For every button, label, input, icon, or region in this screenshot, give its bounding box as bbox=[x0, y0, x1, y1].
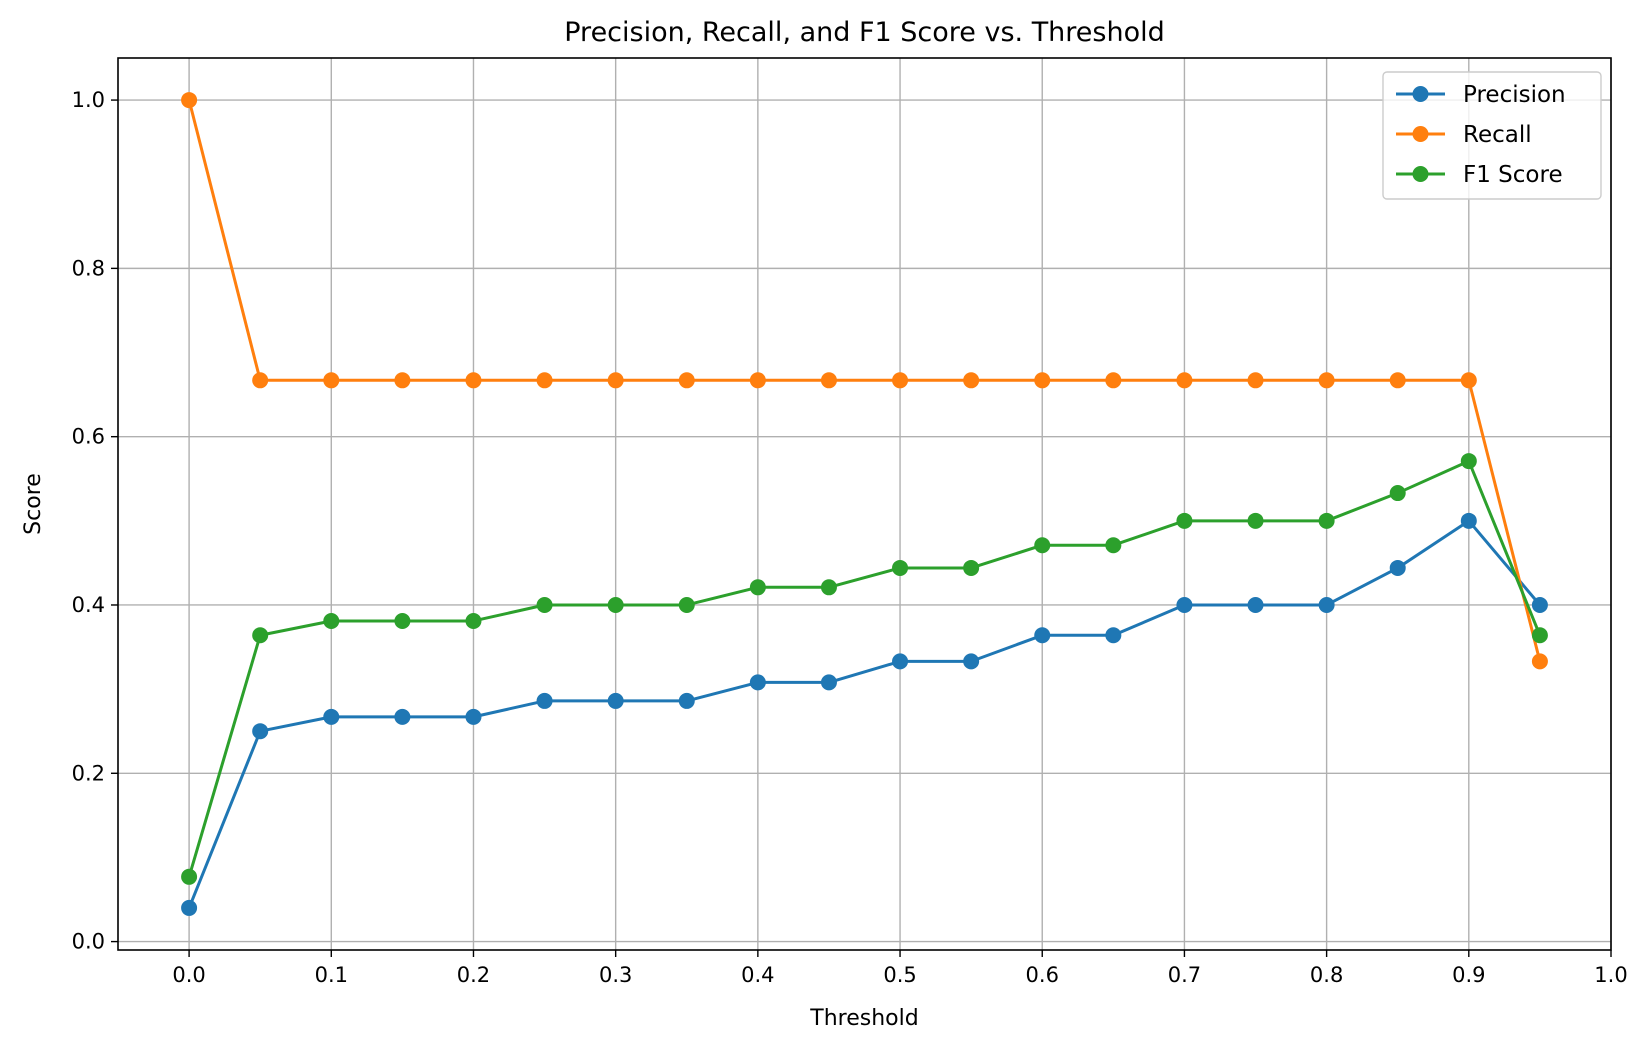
precision-point bbox=[252, 723, 269, 740]
f1-score-point bbox=[678, 596, 695, 613]
x-tick-label: 1.0 bbox=[1594, 963, 1627, 987]
recall-point bbox=[252, 372, 269, 389]
recall-point bbox=[181, 92, 198, 109]
recall-point bbox=[1034, 372, 1051, 389]
y-tick-label: 0.6 bbox=[72, 425, 105, 449]
f1-score-point bbox=[181, 868, 198, 885]
precision-point bbox=[1318, 596, 1335, 613]
recall-point bbox=[465, 372, 482, 389]
x-tick-label: 0.9 bbox=[1452, 963, 1485, 987]
f1-score-point bbox=[465, 612, 482, 629]
y-tick-label: 0.0 bbox=[72, 930, 105, 954]
recall-point bbox=[323, 372, 340, 389]
series-lines bbox=[181, 92, 1548, 916]
y-tick-label: 0.8 bbox=[72, 256, 105, 280]
series-recall bbox=[181, 92, 1548, 670]
precision-point bbox=[749, 674, 766, 691]
f1-score-point bbox=[1247, 512, 1264, 529]
f1-score-point bbox=[820, 579, 837, 596]
recall-point bbox=[1531, 653, 1548, 670]
x-tick-label: 0.0 bbox=[172, 963, 205, 987]
recall-point bbox=[1389, 372, 1406, 389]
f1-score-point bbox=[1034, 537, 1051, 554]
recall-point bbox=[1318, 372, 1335, 389]
legend-marker-precision bbox=[1412, 86, 1429, 102]
precision-point bbox=[536, 692, 553, 709]
axis-ticks: 0.0 0.1 0.2 0.3 0.4 0.5 0.6 0.7 0.8 0.9 1.0 0.0 0.2 0… bbox=[72, 88, 1628, 987]
x-tick-label: 0.2 bbox=[457, 963, 490, 987]
precision-point bbox=[1105, 627, 1122, 644]
recall-point bbox=[892, 372, 909, 389]
precision-point bbox=[1531, 596, 1548, 613]
legend-label-recall: Recall bbox=[1463, 122, 1532, 148]
axes-frame bbox=[117, 57, 1612, 951]
precision-point bbox=[1034, 627, 1051, 644]
x-tick-label: 0.3 bbox=[599, 963, 632, 987]
legend: Precision Recall F1 Score bbox=[1382, 71, 1602, 200]
precision-point bbox=[892, 653, 909, 670]
recall-point bbox=[678, 372, 695, 389]
y-tick-label: 0.2 bbox=[72, 761, 105, 785]
f1-score-point bbox=[1389, 485, 1406, 502]
precision-point bbox=[1247, 596, 1264, 613]
f1-score-point bbox=[892, 559, 909, 576]
x-tick-label: 0.6 bbox=[1026, 963, 1059, 987]
x-tick-label: 0.5 bbox=[883, 963, 916, 987]
recall-point bbox=[1247, 372, 1264, 389]
precision-point bbox=[1460, 512, 1477, 529]
precision-point bbox=[394, 708, 411, 725]
legend-marker-f1-score bbox=[1412, 166, 1429, 182]
precision-point bbox=[963, 653, 980, 670]
recall-point bbox=[749, 372, 766, 389]
legend-marker-recall bbox=[1412, 126, 1429, 142]
f1-score-point bbox=[963, 559, 980, 576]
recall-point bbox=[820, 372, 837, 389]
f1-score-point bbox=[323, 612, 340, 629]
precision-point bbox=[1176, 596, 1193, 613]
precision-point bbox=[181, 899, 198, 916]
precision-point bbox=[820, 674, 837, 691]
x-tick-label: 0.1 bbox=[315, 963, 348, 987]
recall-point bbox=[536, 372, 553, 389]
recall-point bbox=[607, 372, 624, 389]
precision-point bbox=[465, 708, 482, 725]
f1-score-point bbox=[1460, 453, 1477, 470]
f1-score-point bbox=[1176, 512, 1193, 529]
recall-point bbox=[1105, 372, 1122, 389]
legend-box bbox=[1382, 71, 1602, 200]
precision-line bbox=[187, 519, 1542, 909]
chart-title: Precision, Recall, and F1 Score vs. Thre… bbox=[564, 17, 1165, 48]
precision-point bbox=[678, 692, 695, 709]
legend-label-precision: Precision bbox=[1463, 82, 1566, 108]
f1-score-line bbox=[187, 459, 1542, 878]
x-tick-label: 0.8 bbox=[1310, 963, 1343, 987]
f1-score-point bbox=[607, 596, 624, 613]
recall-line bbox=[187, 99, 1542, 662]
f1-score-point bbox=[1105, 537, 1122, 554]
precision-point bbox=[323, 708, 340, 725]
series-f1-score bbox=[181, 453, 1548, 885]
x-tick-label: 0.4 bbox=[741, 963, 774, 987]
legend-label-f1-score: F1 Score bbox=[1463, 162, 1563, 188]
f1-score-point bbox=[536, 596, 553, 613]
x-axis-label: Threshold bbox=[809, 1006, 918, 1031]
series-precision bbox=[181, 512, 1548, 916]
f1-score-point bbox=[749, 579, 766, 596]
y-axis-label: Score bbox=[21, 473, 46, 535]
recall-point bbox=[1460, 372, 1477, 389]
f1-score-point bbox=[1531, 627, 1548, 644]
y-tick-label: 0.4 bbox=[72, 593, 105, 617]
precision-point bbox=[1389, 559, 1406, 576]
f1-score-point bbox=[1318, 512, 1335, 529]
recall-point bbox=[963, 372, 980, 389]
x-tick-label: 0.7 bbox=[1168, 963, 1201, 987]
precision-point bbox=[607, 692, 624, 709]
f1-score-point bbox=[394, 612, 411, 629]
recall-point bbox=[1176, 372, 1193, 389]
y-tick-label: 1.0 bbox=[72, 88, 105, 112]
recall-point bbox=[394, 372, 411, 389]
f1-score-point bbox=[252, 627, 269, 644]
